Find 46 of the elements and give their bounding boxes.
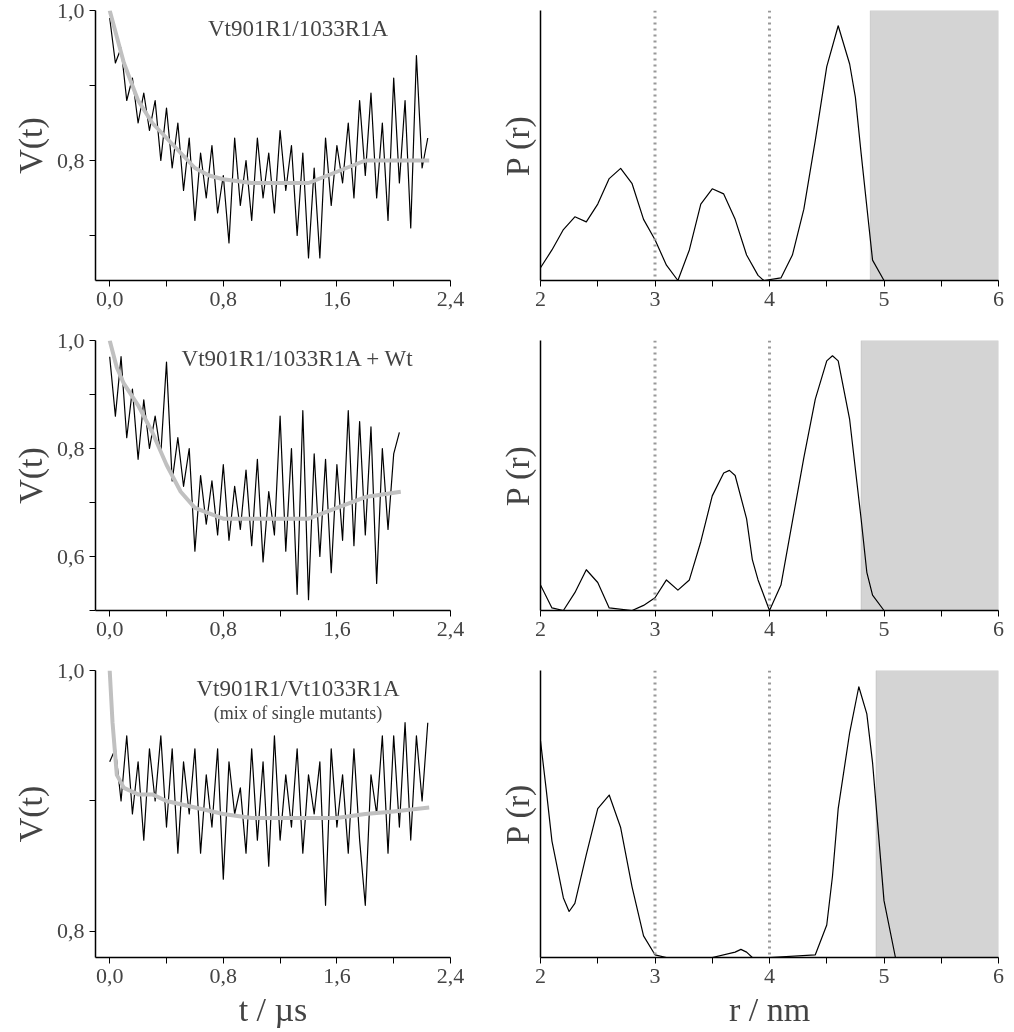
y-tick-label: 0,8 [57,147,85,173]
x-tick-label: 4 [764,615,775,641]
x-tick-label: 1,6 [323,285,351,311]
x-tick-label: 2 [535,285,546,311]
y-tick-label: 1,0 [57,0,85,23]
x-tick-label: 6 [993,285,1004,311]
x-tick-label: 2 [535,615,546,641]
x-tick-label: 6 [993,962,1004,988]
chart-title: Vt901R1/Vt1033R1A [196,675,400,701]
x-tick-label: 0,8 [209,962,238,988]
x-axis-title: t / µs [238,990,308,1028]
x-tick-label: 0,8 [209,285,238,311]
chart-title: Vt901R1/1033R1A + Wt [181,345,414,371]
x-axis-title: r / nm [728,990,811,1028]
x-tick-label: 5 [878,962,890,988]
x-tick-label: 0,0 [95,285,124,311]
x-tick-label: 0,8 [209,615,238,641]
y-axis-title: V(t) [12,117,50,174]
chart-title: Vt901R1/1033R1A [207,15,389,41]
x-tick-label: 5 [878,615,890,641]
y-tick-label: 0,8 [57,435,85,461]
x-tick-label: 1,6 [323,615,351,641]
y-axis-title: V(t) [12,785,50,843]
x-tick-label: 0,0 [95,615,124,641]
y-tick-label: 0,8 [57,918,85,944]
x-tick-label: 2 [535,962,546,988]
y-tick-label: 0,6 [57,543,85,569]
x-tick-label: 3 [649,962,661,988]
y-axis-title: P (r) [498,446,537,507]
x-tick-label: 2,4 [436,962,465,988]
x-tick-label: 6 [993,615,1004,641]
x-tick-label: 3 [649,285,661,311]
y-tick-label: 1,0 [57,657,85,683]
x-tick-label: 4 [764,962,775,988]
x-tick-label: 2,4 [436,615,465,641]
x-tick-label: 0,0 [95,962,124,988]
x-tick-label: 1,6 [323,962,351,988]
x-tick-label: 2,4 [436,285,465,311]
y-axis-title: V(t) [12,447,50,504]
x-tick-label: 3 [649,615,661,641]
text: (mix of single mutants) [213,702,383,724]
y-tick-label: 1,0 [57,327,85,353]
x-tick-label: 4 [764,285,775,311]
y-axis-title: P (r) [498,116,537,177]
x-tick-label: 5 [878,285,890,311]
y-axis-title: P (r) [498,784,537,845]
